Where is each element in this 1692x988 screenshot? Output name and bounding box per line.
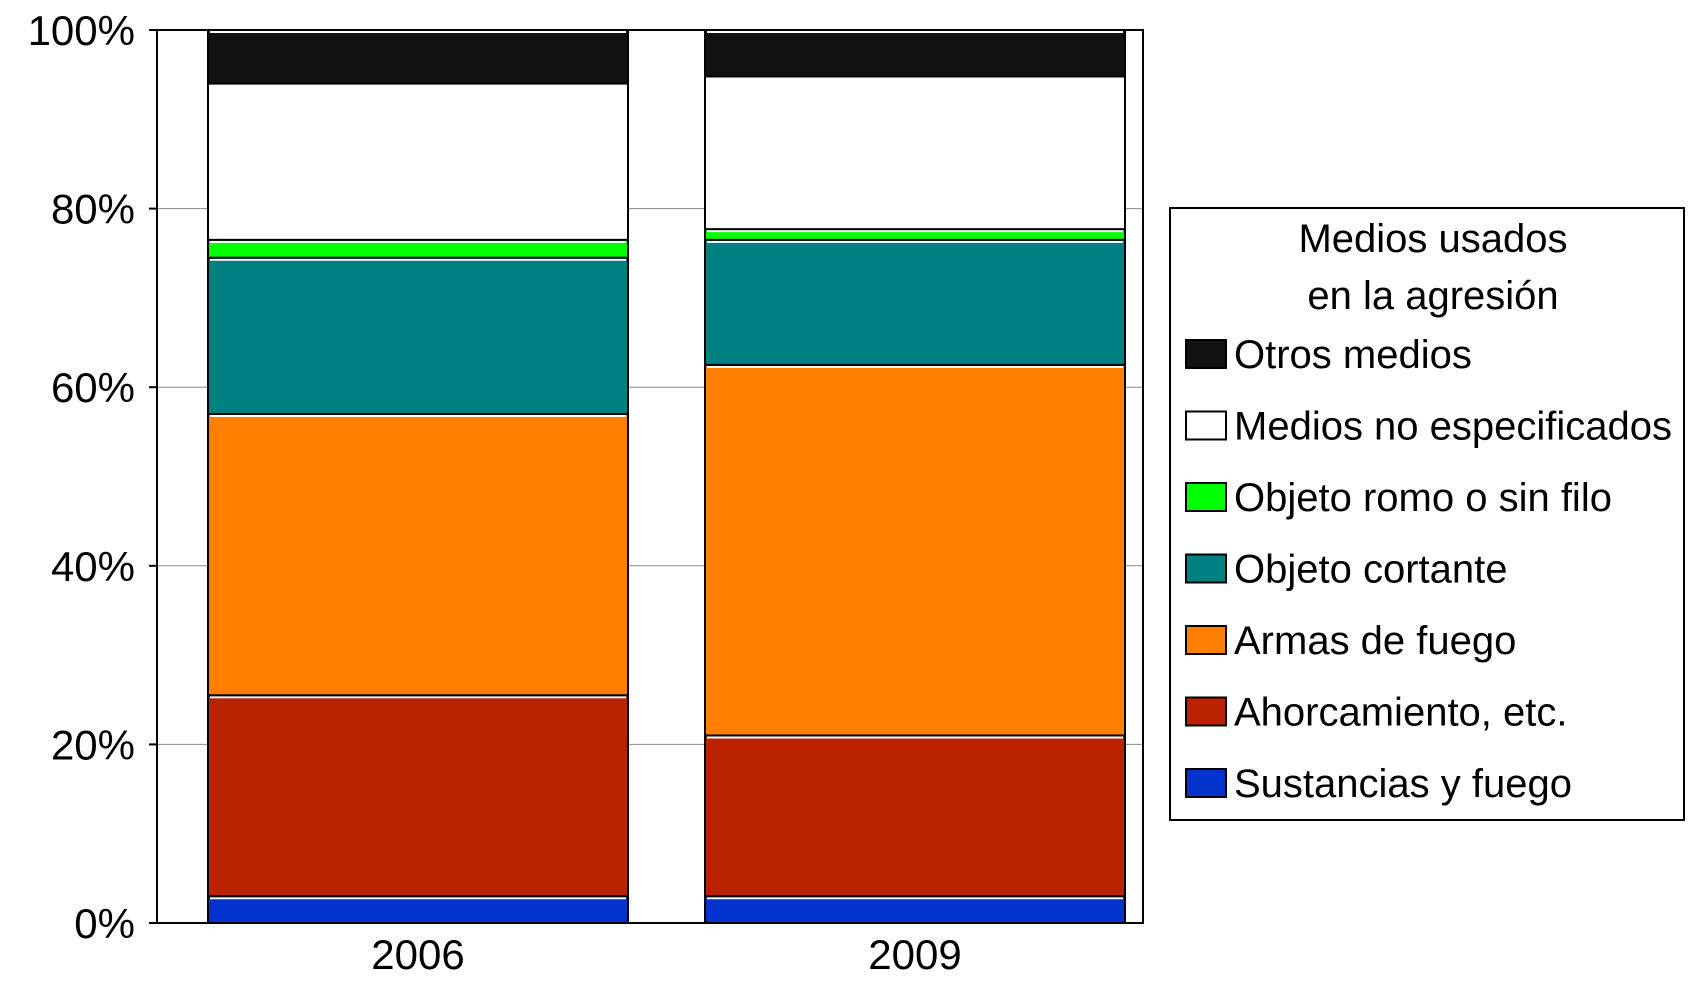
x-axis: 2006 2009 (371, 931, 961, 978)
legend-title: Medios usados (1298, 217, 1567, 261)
legend-swatch (1185, 410, 1227, 441)
bar-segment (207, 82, 629, 241)
y-tick-label: 60% (51, 364, 135, 411)
bar-segment (704, 363, 1126, 737)
bar-segment (704, 75, 1126, 231)
bar-segment (704, 895, 1126, 925)
y-axis: 0% 20% 40% 60% 80% 100% (28, 7, 157, 947)
y-tick-label: 100% (28, 7, 135, 54)
y-tick-label: 80% (51, 186, 135, 233)
bar-segment (207, 412, 629, 697)
y-tick-label: 40% (51, 543, 135, 590)
legend-box (1169, 207, 1685, 821)
y-tick-label: 20% (51, 721, 135, 768)
x-tick-label: 2009 (868, 931, 961, 978)
legend-swatch (1185, 625, 1227, 655)
legend-swatch (1185, 768, 1227, 798)
bars (207, 29, 1126, 925)
bar-segment (207, 29, 629, 85)
bar-segment (704, 238, 1126, 366)
legend-swatch (1185, 553, 1227, 584)
x-tick-label: 2006 (371, 931, 464, 978)
legend-swatch (1185, 482, 1227, 512)
legend-title: en la agresión (1307, 274, 1558, 318)
legend-label: Sustancias y fuego (1234, 762, 1572, 806)
legend-label: Armas de fuego (1234, 619, 1516, 663)
legend-swatch (1185, 339, 1227, 369)
bar-segment (207, 895, 629, 925)
bar-segment (207, 694, 629, 898)
legend-label: Medios no especificados (1234, 405, 1672, 449)
legend-label: Otros medios (1234, 333, 1472, 377)
legend-label: Ahorcamiento, etc. (1234, 691, 1568, 735)
legend-label: Objeto romo o sin filo (1234, 476, 1612, 520)
y-tick-label: 0% (74, 900, 135, 947)
bar-segment (207, 256, 629, 415)
legend: Medios usados en la agresión Otros medios M… (1169, 207, 1685, 821)
bar-segment (704, 29, 1126, 78)
plot-area (156, 29, 1144, 924)
legend-swatch (1185, 696, 1227, 727)
legend-label: Objeto cortante (1234, 548, 1508, 592)
bar-segment (704, 734, 1126, 898)
